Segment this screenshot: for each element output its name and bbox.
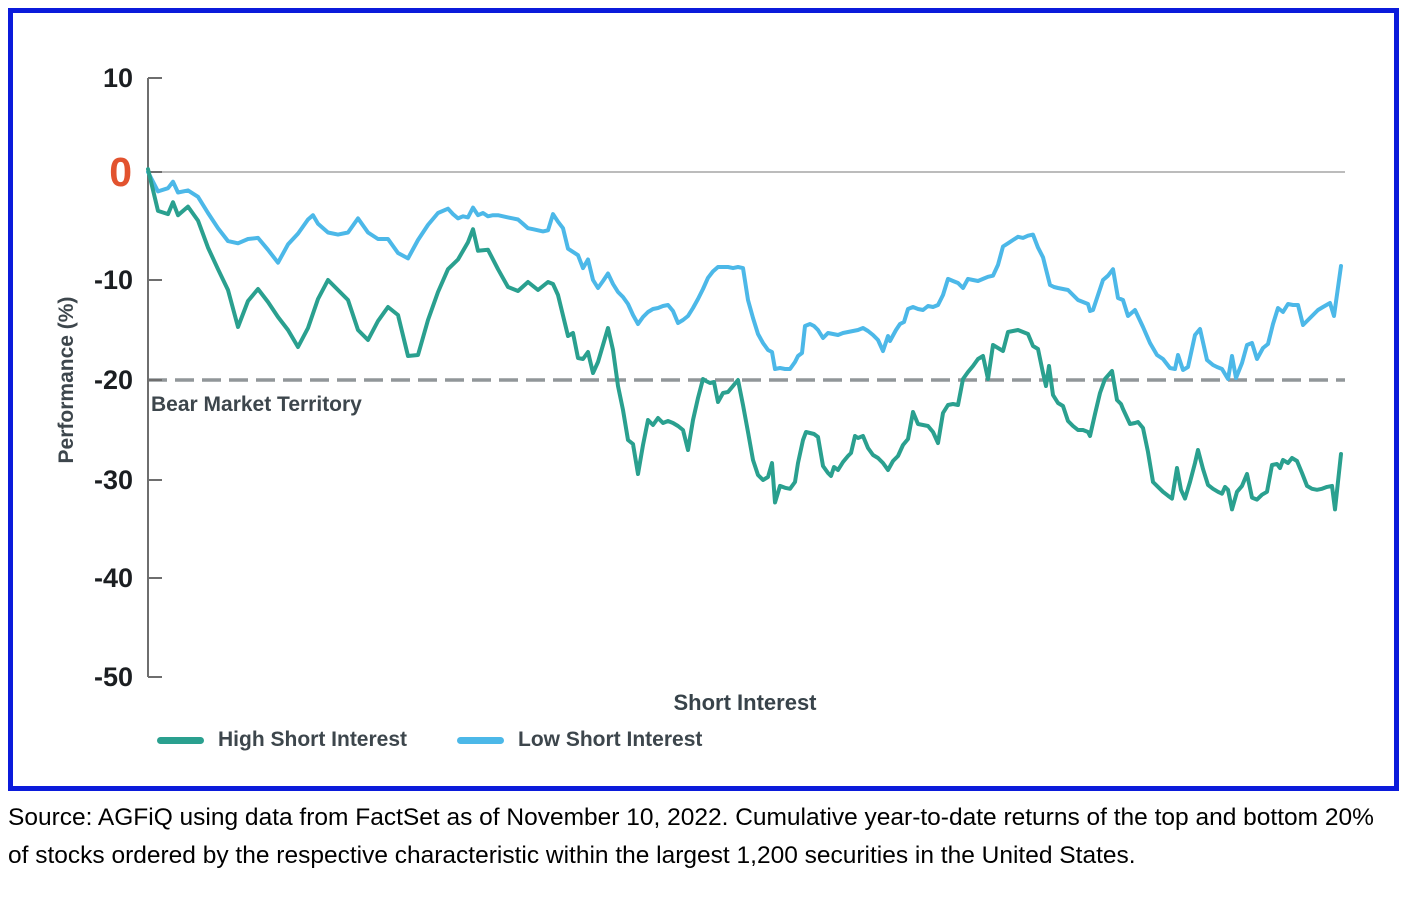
y-tick-label: 10 [102, 62, 133, 93]
source-note: Source: AGFiQ using data from FactSet as… [8, 804, 1374, 869]
low-short-interest-swatch-icon [457, 736, 505, 744]
x-axis-title: Short Interest [673, 690, 817, 715]
high-short-interest-swatch-icon [157, 736, 204, 744]
y-axis-title: Performance (%) [55, 296, 78, 464]
legend-label: High Short Interest [218, 728, 408, 751]
y-tick-label-zero: 0 [109, 148, 133, 195]
y-tick-label: -50 [93, 661, 133, 692]
y-tick-label: -40 [93, 562, 133, 593]
y-tick-label: -20 [93, 364, 133, 395]
legend-item-high-short-interest: High Short Interest [157, 728, 407, 752]
legend-item-low-short-interest: Low Short Interest [457, 728, 702, 752]
legend-label: Low Short Interest [518, 728, 703, 751]
y-tick-label: -30 [93, 464, 133, 495]
bear-market-territory-label: Bear Market Territory [151, 393, 362, 416]
legend: High Short Interest Low Short Interest [157, 728, 702, 752]
y-tick-label: -10 [93, 264, 133, 295]
